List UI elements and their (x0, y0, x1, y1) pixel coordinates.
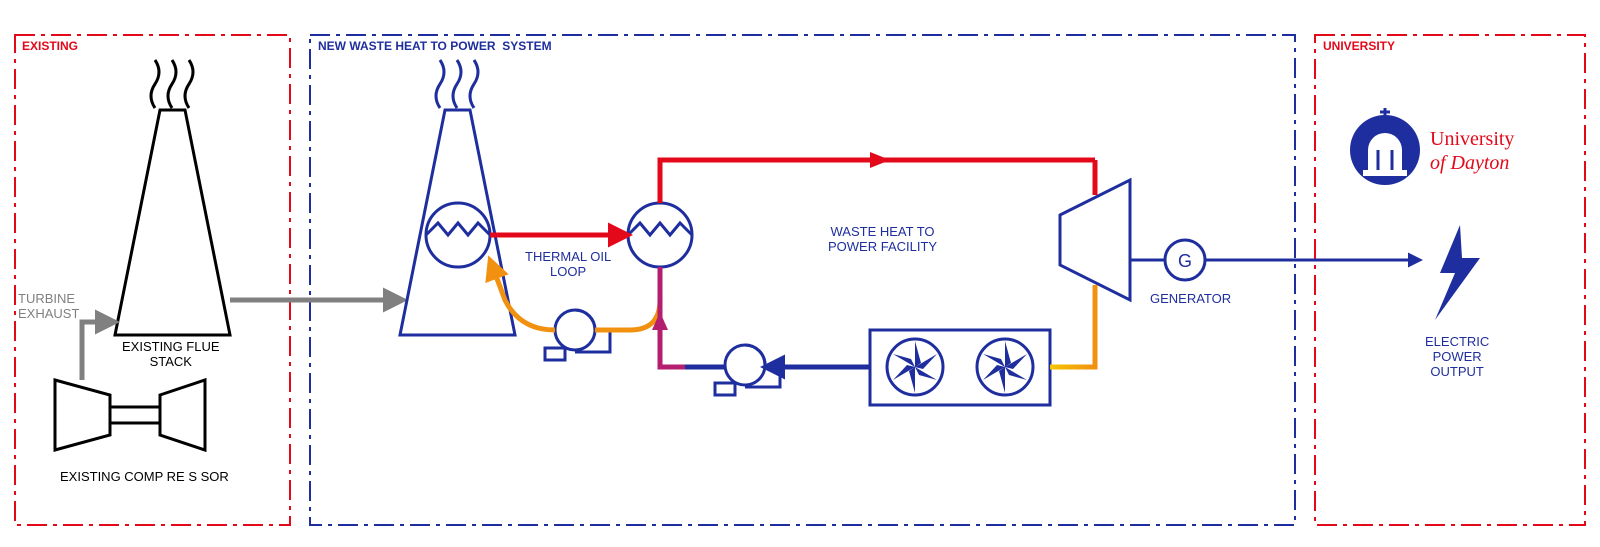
existing-equipment (55, 60, 230, 450)
label-waste-heat: WASTE HEAT TO POWER FACILITY (828, 225, 937, 255)
new-smoke-1 (436, 60, 444, 108)
label-thermal-oil: THERMAL OIL LOOP (525, 250, 611, 280)
uni-line1: University (1430, 128, 1514, 151)
panel-title-existing: EXISTING (22, 40, 78, 54)
turbine (1060, 180, 1130, 300)
label-turbine-exhaust: TURBINE EXHAUST (18, 292, 79, 322)
uni-line2: of Dayton (1430, 152, 1509, 175)
hx-2 (628, 203, 692, 267)
hx-1 (426, 203, 490, 267)
panel-title-university: UNIVERSITY (1323, 40, 1395, 54)
label-existing-compressor: EXISTING COMP RE S SOR (60, 470, 229, 485)
panel-borders (15, 35, 1585, 525)
new-smoke-2 (453, 60, 461, 108)
diagram-canvas: { "colors": { "black":"#000000", "grey":… (0, 0, 1600, 547)
existing-flue-stack (115, 110, 230, 335)
label-generator: GENERATOR (1150, 292, 1231, 307)
pump-oil (545, 310, 610, 360)
university-logo-icon (1350, 108, 1420, 185)
pipe-hot-to-turbine-h (660, 160, 1095, 203)
generator-letter: G (1178, 251, 1192, 271)
smoke-2 (168, 60, 176, 108)
cooler (870, 330, 1050, 405)
new-smoke-3 (470, 60, 478, 108)
panel-title-new: NEW WASTE HEAT TO POWER SYSTEM (318, 40, 552, 54)
pump-orc (715, 345, 780, 395)
label-existing-flue: EXISTING FLUE STACK (122, 340, 220, 370)
arrow-hot (870, 152, 890, 168)
lightning-icon (1435, 225, 1480, 320)
existing-compressor (55, 380, 205, 450)
diagram-svg: G (0, 0, 1600, 547)
pipe-turbine-to-cooler (1050, 285, 1095, 367)
smoke-3 (185, 60, 193, 108)
panel-university (1315, 35, 1585, 525)
pipe-turbine-exhaust (82, 322, 115, 380)
smoke-1 (151, 60, 159, 108)
label-electric-out: ELECTRIC POWER OUTPUT (1425, 335, 1489, 380)
panel-existing (15, 35, 290, 525)
pipe-to-hx2 (660, 267, 685, 367)
